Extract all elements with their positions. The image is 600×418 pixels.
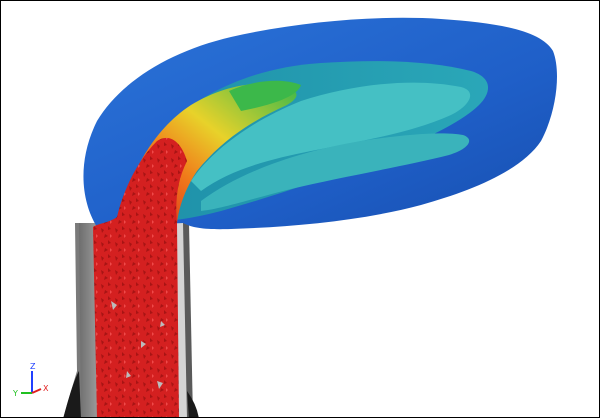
plume-inner-core <box>191 82 471 191</box>
y-axis-label: Y <box>12 389 18 398</box>
z-axis-label: Z <box>30 362 36 371</box>
axis-triad: Z Y X <box>12 362 49 398</box>
x-axis-label: X <box>43 384 49 393</box>
plume-lower-lobe <box>201 133 470 211</box>
x-axis-line <box>31 388 42 394</box>
plume-red-core <box>93 137 187 417</box>
plume-green-region <box>229 80 301 111</box>
